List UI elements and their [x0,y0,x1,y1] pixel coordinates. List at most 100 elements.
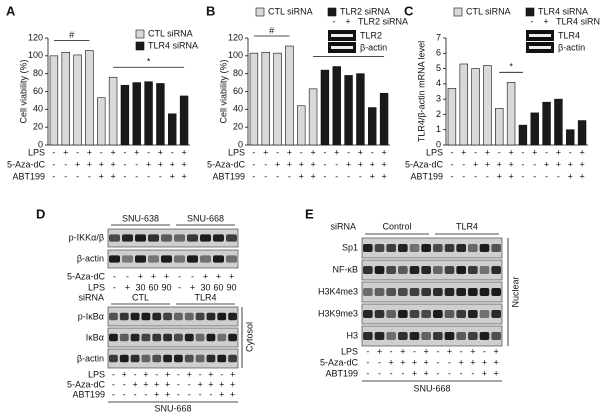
inset-mark: + [543,16,548,26]
condition-mark: - [521,171,524,181]
blot [107,228,239,248]
condition-mark: - [474,147,477,157]
condition-mark: 90 [226,282,236,292]
condition-mark: - [401,368,404,378]
band [184,333,194,342]
condition-mark: - [359,171,362,181]
band [122,234,133,242]
condition-mark: - [288,171,291,181]
band [213,234,224,242]
fraction-label: Cytosol [244,322,254,352]
band-label: IκBα [86,332,104,342]
band [398,244,408,252]
condition-mark: + [299,171,304,181]
condition-mark: + [424,346,429,356]
condition-mark: + [470,357,475,367]
y-tick-label: 6 [436,48,441,58]
condition-mark: - [347,147,350,157]
condition-mark: + [346,159,351,169]
condition-mark: + [485,147,490,157]
bar [483,65,492,146]
band [206,333,216,342]
condition-mark: + [568,159,573,169]
band-label: H3K4me3 [318,286,358,296]
condition-label: 5-Aza-dC [320,357,359,367]
band [468,244,478,252]
condition-label: ABT199 [12,171,45,181]
legend-label: TLR2 siRNA [340,6,390,16]
condition-mark: + [151,271,156,281]
band [433,266,443,274]
condition-mark: + [110,147,115,157]
band [148,255,159,263]
condition-mark: - [448,368,451,378]
condition-mark: - [448,357,451,367]
condition-mark: + [158,147,163,157]
band [491,332,501,340]
condition-mark: - [144,389,147,399]
condition-label: 5-Aza-dC [405,159,444,169]
band [174,333,183,342]
bar [554,98,563,146]
panel-label: D [36,206,45,221]
fraction-label: Nuclear [510,276,520,307]
y-tick-label: 100 [228,50,243,60]
annotation: # [269,25,274,35]
condition-mark: - [76,147,79,157]
inset-mark: - [531,16,534,26]
legend-label: TLR4 siRNA [538,6,588,16]
condition-mark: - [76,171,79,181]
condition-mark: + [508,159,513,169]
annotation: * [147,57,151,67]
condition-mark: + [154,389,159,399]
condition-mark: + [381,147,386,157]
inset-band [529,34,551,37]
band [468,288,478,296]
y-tick-label: 40 [33,104,43,114]
bar [332,66,341,146]
band [386,310,396,318]
condition-mark: + [208,379,213,389]
band [479,332,490,340]
legend-label: TLR4 siRNA [148,40,198,50]
y-tick-label: 40 [233,104,243,114]
inset-band [529,46,551,49]
condition-mark: - [155,369,158,379]
condition-mark: - [112,379,115,389]
condition-mark: - [177,389,180,399]
condition-mark: - [521,159,524,169]
bar [542,101,551,146]
condition-mark: - [335,159,338,169]
band [444,244,455,252]
condition-mark: + [310,159,315,169]
band [433,310,443,318]
blot [361,303,503,325]
blot [107,249,239,269]
legend-label: CTL siRNA [268,6,313,16]
condition-mark: 60 [148,282,158,292]
band [217,354,227,363]
condition-mark: - [177,379,180,389]
band [363,266,373,274]
band [444,288,455,296]
condition-mark: + [197,379,202,389]
y-tick-label: 2 [436,109,441,119]
y-tick-label: 120 [228,32,243,42]
condition-mark: - [123,147,126,157]
condition-mark: - [64,159,67,169]
condition-mark: - [220,369,223,379]
condition-label: ABT199 [72,389,105,399]
blot [107,306,239,327]
group-label: TLR4 [456,221,478,231]
condition-mark: - [366,368,369,378]
band-label: β-actin [77,353,104,363]
condition-label: LPS [88,282,105,292]
condition-mark: - [474,171,477,181]
band [195,354,205,363]
inset-band-label: TLR2 [360,30,382,40]
cell-line: SNU-668 [413,383,450,393]
condition-label: 5-Aza-dC [67,379,106,389]
inset-band-label: TLR4 [558,30,580,40]
bar [85,50,94,146]
condition-label: 5-Aza-dC [7,159,46,169]
